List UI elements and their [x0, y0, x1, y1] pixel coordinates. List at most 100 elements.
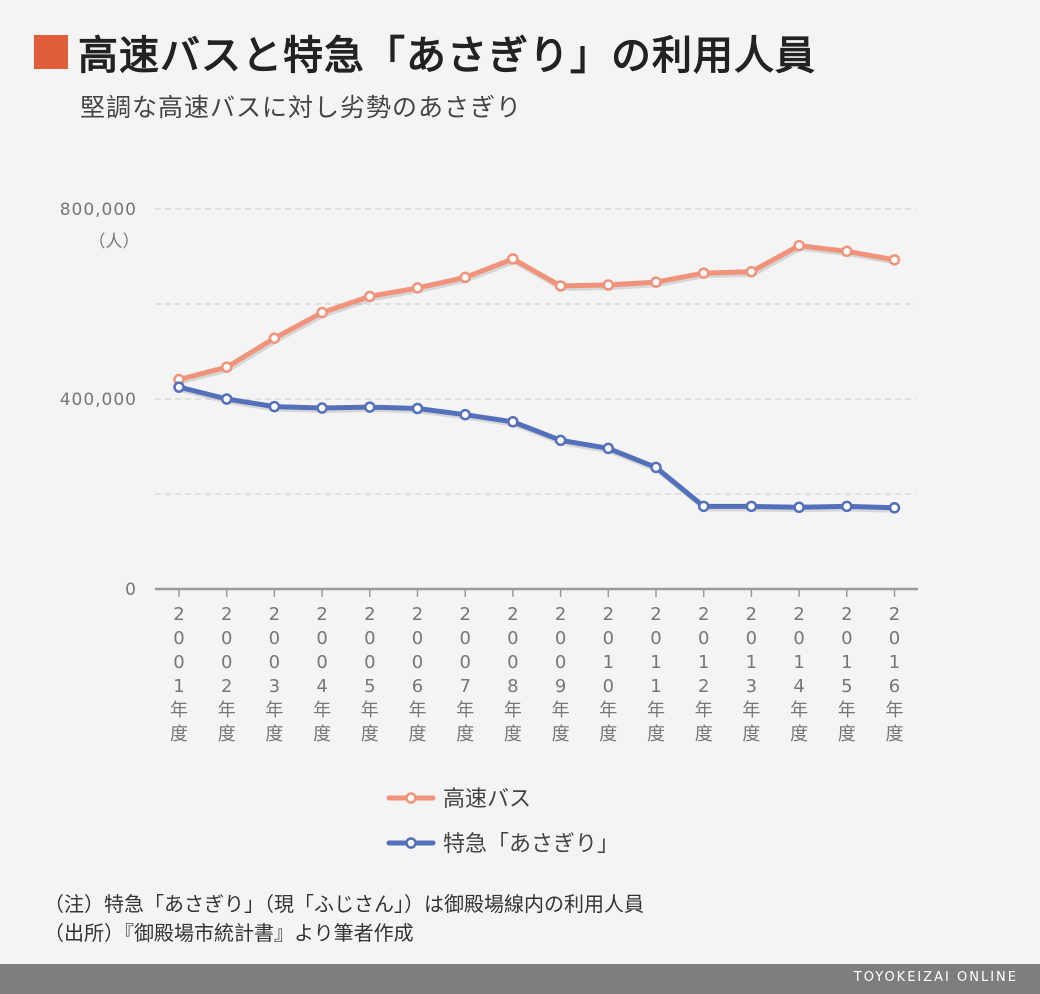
- svg-text:2: 2: [459, 604, 470, 625]
- data-point: [459, 271, 471, 284]
- svg-text:0: 0: [173, 652, 184, 673]
- svg-text:2: 2: [316, 604, 327, 625]
- svg-text:2: 2: [698, 604, 709, 625]
- data-point: [888, 502, 901, 514]
- x-tick-label: 2 0 0 3 年度: [265, 604, 283, 745]
- svg-text:0: 0: [889, 628, 900, 649]
- data-point: [841, 500, 853, 513]
- svg-text:1: 1: [698, 652, 709, 673]
- svg-text:0: 0: [221, 628, 232, 649]
- data-point: [411, 402, 424, 415]
- x-tick-label: 2 0 0 6 年度: [409, 604, 427, 745]
- svg-text:度: 度: [361, 724, 379, 745]
- svg-text:4: 4: [316, 676, 327, 697]
- x-tick-label: 2 0 0 5 年度: [361, 604, 379, 745]
- svg-text:2: 2: [364, 604, 375, 625]
- svg-text:0: 0: [841, 628, 852, 649]
- svg-text:年: 年: [361, 700, 379, 721]
- data-point: [745, 265, 758, 278]
- svg-text:2: 2: [603, 604, 614, 625]
- x-tick-label: 2 0 1 0 年度: [599, 604, 617, 745]
- svg-text:1: 1: [650, 676, 661, 697]
- svg-text:年: 年: [313, 700, 331, 721]
- svg-text:2: 2: [698, 676, 709, 697]
- svg-text:年: 年: [647, 700, 665, 721]
- svg-text:0: 0: [459, 628, 470, 649]
- svg-text:0: 0: [793, 628, 804, 649]
- y-tick-label: 400,000: [60, 390, 137, 410]
- x-tick-label: 2 0 1 1 年度: [647, 604, 665, 745]
- x-tick-label: 2 0 0 9 年度: [552, 604, 570, 745]
- svg-text:4: 4: [793, 676, 804, 697]
- svg-text:年: 年: [742, 700, 760, 721]
- svg-text:1: 1: [793, 652, 804, 673]
- svg-text:0: 0: [221, 652, 232, 673]
- series-line-shadow: [179, 245, 897, 385]
- svg-text:0: 0: [603, 628, 614, 649]
- data-point: [364, 290, 376, 303]
- svg-text:0: 0: [555, 652, 566, 673]
- svg-text:9: 9: [555, 676, 566, 697]
- data-point: [888, 254, 901, 266]
- svg-text:度: 度: [409, 724, 427, 745]
- svg-text:度: 度: [695, 724, 713, 745]
- svg-text:2: 2: [507, 604, 518, 625]
- svg-text:3: 3: [269, 676, 280, 697]
- svg-text:度: 度: [170, 724, 188, 745]
- svg-text:度: 度: [552, 724, 570, 745]
- data-point: [841, 245, 853, 258]
- svg-text:6: 6: [412, 676, 423, 697]
- svg-text:年: 年: [790, 700, 808, 721]
- data-point: [602, 442, 615, 455]
- svg-text:0: 0: [316, 652, 327, 673]
- x-tick-label: 2 0 0 8 年度: [504, 604, 522, 745]
- footer-bar: TOYOKEIZAI ONLINE: [0, 964, 1040, 994]
- svg-text:度: 度: [599, 724, 617, 745]
- svg-text:6: 6: [889, 676, 900, 697]
- svg-text:5: 5: [364, 676, 375, 697]
- data-point: [459, 408, 471, 421]
- title-accent-square: [34, 35, 68, 69]
- footer-credit: TOYOKEIZAI ONLINE: [853, 970, 1018, 985]
- svg-text:0: 0: [507, 652, 518, 673]
- data-point: [220, 393, 233, 405]
- title-row: 高速バスと特急「あさぎり」の利用人員: [34, 22, 816, 82]
- legend-marker: [405, 792, 417, 804]
- svg-text:2: 2: [889, 604, 900, 625]
- svg-text:0: 0: [364, 628, 375, 649]
- svg-text:0: 0: [459, 652, 470, 673]
- svg-text:年: 年: [218, 700, 236, 721]
- svg-text:0: 0: [746, 628, 757, 649]
- svg-text:度: 度: [886, 724, 904, 745]
- svg-text:度: 度: [265, 724, 283, 745]
- svg-text:2: 2: [841, 604, 852, 625]
- data-point: [316, 402, 328, 414]
- line-chart: 0 400,000 800,000 （人） 2 0 0 1 年度 2 0 0 2 年度 2 0 0 3 年度 2 0 0 4…: [60, 200, 918, 857]
- y-tick-label: 0: [125, 580, 137, 600]
- x-tick-label: 2 0 1 3 年度: [742, 604, 760, 745]
- data-point: [364, 401, 376, 413]
- svg-text:1: 1: [841, 652, 852, 673]
- x-tick-label: 2 0 1 4 年度: [790, 604, 808, 745]
- data-point: [268, 332, 281, 344]
- svg-text:0: 0: [698, 628, 709, 649]
- svg-text:7: 7: [459, 676, 470, 697]
- svg-text:2: 2: [650, 604, 661, 625]
- svg-text:1: 1: [650, 652, 661, 673]
- svg-text:0: 0: [412, 652, 423, 673]
- svg-text:0: 0: [269, 628, 280, 649]
- svg-text:年: 年: [599, 700, 617, 721]
- svg-text:0: 0: [316, 628, 327, 649]
- svg-text:1: 1: [746, 652, 757, 673]
- data-point: [507, 253, 519, 265]
- svg-text:年: 年: [456, 700, 474, 721]
- data-point: [173, 381, 185, 393]
- svg-text:年: 年: [504, 700, 522, 721]
- notes: （注）特急「あさぎり」（現「ふじさん」）は御殿場線内の利用人員 （出所）『御殿場…: [44, 890, 644, 948]
- svg-text:年: 年: [170, 700, 188, 721]
- svg-text:年: 年: [409, 700, 427, 721]
- svg-text:3: 3: [746, 676, 757, 697]
- svg-text:0: 0: [555, 628, 566, 649]
- svg-text:度: 度: [742, 724, 760, 745]
- svg-text:0: 0: [650, 628, 661, 649]
